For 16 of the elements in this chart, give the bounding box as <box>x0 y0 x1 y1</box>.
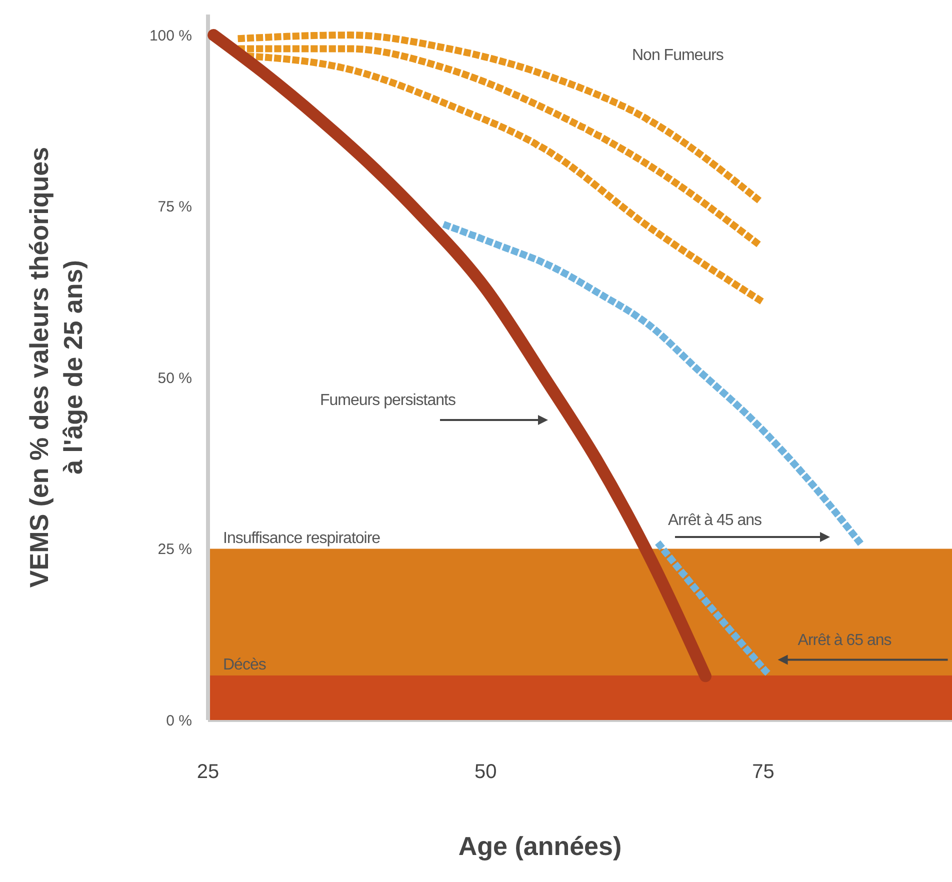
y-axis-title: VEMS (en % des valeurs théoriques à l'âge de 25 ans) <box>24 146 88 588</box>
x-tick-label: 75 <box>752 761 774 783</box>
y-tick-label: 50 % <box>158 370 192 387</box>
annotation: Fumeurs persistants <box>320 392 456 409</box>
y-tick-label: 75 % <box>158 198 192 216</box>
x-tick-label: 25 <box>196 761 220 783</box>
y-tick-label: 100 % <box>149 27 192 44</box>
y-tick-label: 0 % <box>166 712 192 730</box>
x-tick-label: 50 <box>474 761 497 783</box>
annotation: Arrêt à 45 ans <box>668 512 762 529</box>
annotation: Arrêt à 65 ans <box>798 632 892 649</box>
band-label: Insuffisance respiratoire <box>223 530 381 547</box>
band-label: Décès <box>223 656 266 674</box>
annotation: Non Fumeurs <box>632 47 724 64</box>
y-tick-label: 25 % <box>158 541 192 558</box>
x-axis-title: Age (années) <box>458 831 622 861</box>
